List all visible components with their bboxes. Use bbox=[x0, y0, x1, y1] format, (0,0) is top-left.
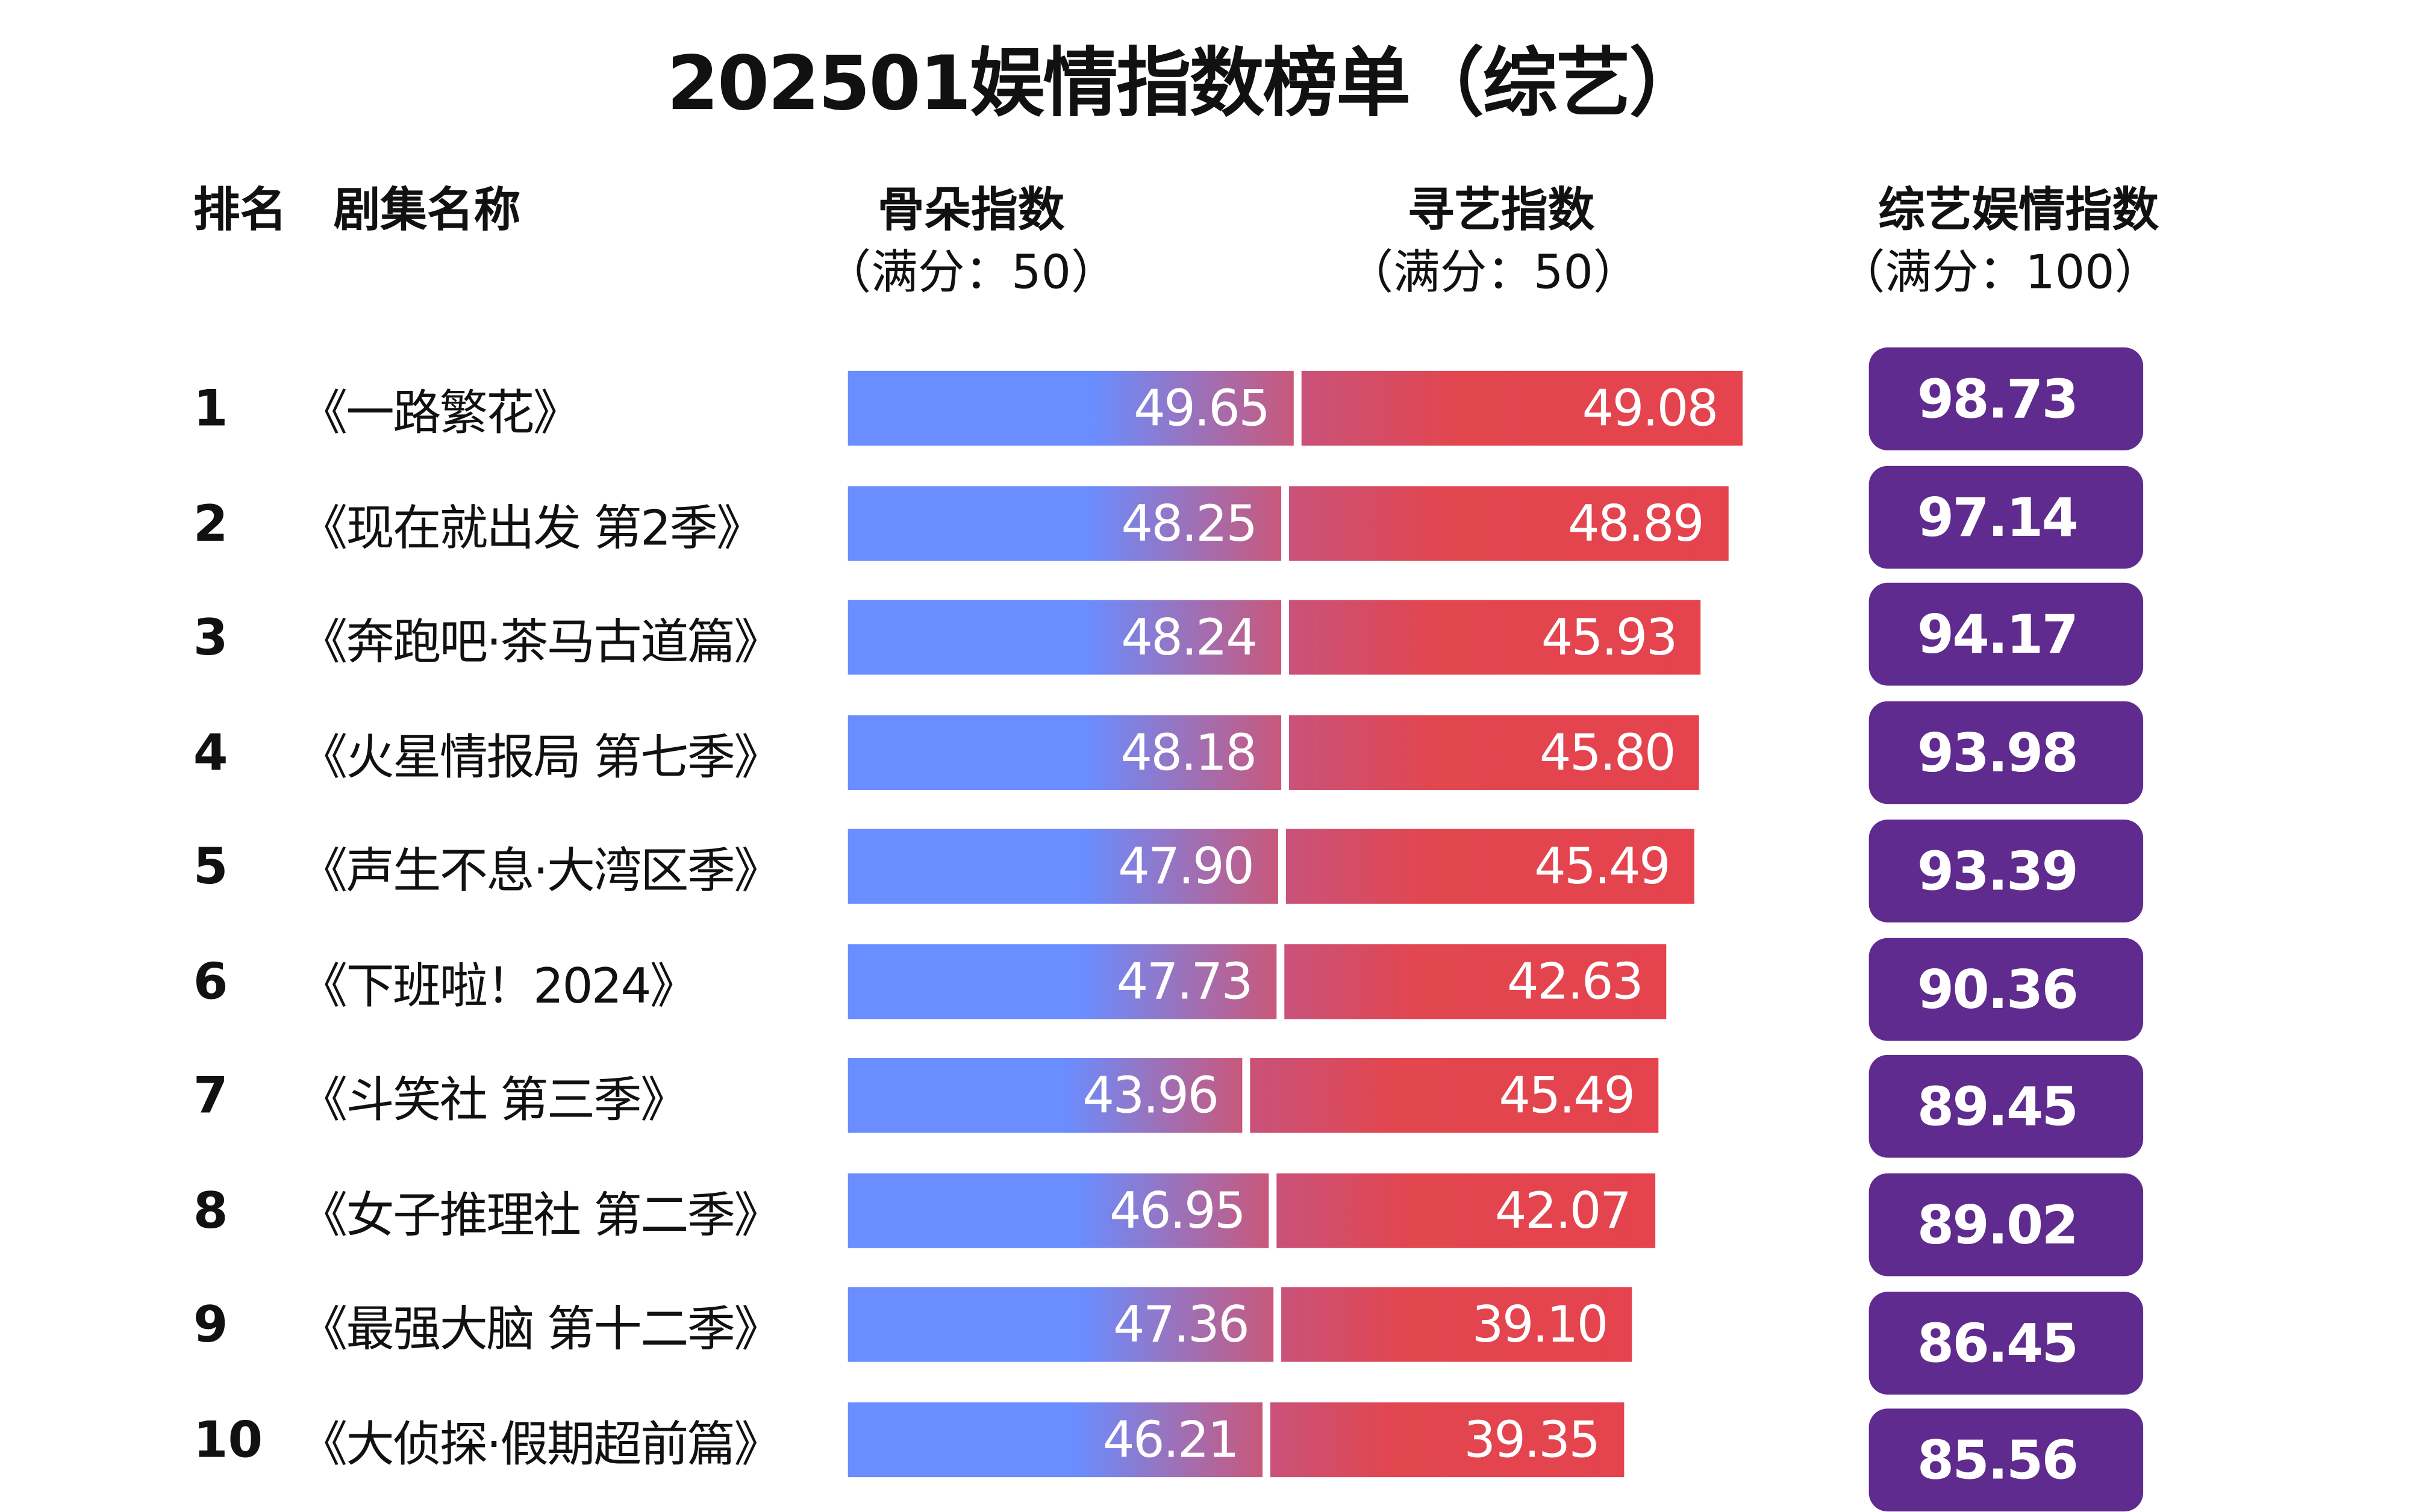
xunyi-value: 45.93 bbox=[1541, 608, 1678, 667]
header-guduo-sub: （满分：50） bbox=[824, 246, 1118, 301]
rank-label: 6 bbox=[193, 951, 228, 1011]
header-guduo: 骨朵指数 bbox=[877, 184, 1065, 238]
chart-title: 202501娱情指数榜单（综艺） bbox=[667, 40, 1704, 128]
guduo-value: 47.90 bbox=[1118, 836, 1255, 896]
show-name: 《一路繁花》 bbox=[299, 385, 581, 442]
xunyi-bar: 39.10 bbox=[1281, 1287, 1632, 1362]
guduo-bar: 43.96 bbox=[847, 1058, 1243, 1133]
xunyi-value: 48.89 bbox=[1567, 493, 1705, 553]
total-badge: 86.45 bbox=[1868, 1291, 2144, 1394]
xunyi-bar: 45.49 bbox=[1285, 829, 1694, 904]
xunyi-bar: 42.63 bbox=[1284, 943, 1667, 1019]
xunyi-value: 42.63 bbox=[1506, 951, 1644, 1011]
xunyi-value: 39.10 bbox=[1472, 1295, 1609, 1354]
show-name: 《现在就出发 第2季》 bbox=[299, 500, 765, 556]
show-name: 《女子推理社 第二季》 bbox=[299, 1187, 782, 1243]
xunyi-bar: 45.80 bbox=[1288, 714, 1700, 789]
xunyi-value: 45.80 bbox=[1539, 722, 1676, 782]
guduo-bar: 46.21 bbox=[847, 1401, 1263, 1476]
total-value: 86.45 bbox=[1917, 1313, 2079, 1375]
rank-label: 8 bbox=[193, 1180, 228, 1240]
xunyi-bar: 45.93 bbox=[1288, 600, 1702, 675]
xunyi-value: 45.49 bbox=[1534, 836, 1671, 896]
total-value: 94.17 bbox=[1917, 605, 2079, 668]
total-value: 93.39 bbox=[1917, 841, 2079, 904]
total-badge: 93.39 bbox=[1868, 819, 2144, 922]
total-badge: 89.02 bbox=[1868, 1173, 2144, 1277]
xunyi-bar: 42.07 bbox=[1277, 1172, 1655, 1248]
show-name: 《大侦探·假期超前篇》 bbox=[299, 1416, 782, 1473]
total-badge: 90.36 bbox=[1868, 937, 2144, 1041]
guduo-value: 48.18 bbox=[1120, 722, 1257, 782]
guduo-bar: 48.18 bbox=[847, 714, 1281, 789]
total-badge: 97.14 bbox=[1868, 465, 2144, 568]
total-badge: 94.17 bbox=[1868, 583, 2144, 686]
guduo-bar: 47.36 bbox=[847, 1287, 1273, 1362]
total-badge: 98.73 bbox=[1868, 347, 2144, 450]
guduo-value: 47.73 bbox=[1116, 951, 1253, 1011]
total-value: 85.56 bbox=[1917, 1431, 2079, 1493]
guduo-value: 48.25 bbox=[1121, 493, 1258, 553]
show-name: 《火星情报局 第七季》 bbox=[299, 729, 782, 786]
xunyi-value: 42.07 bbox=[1494, 1180, 1632, 1240]
show-name: 《奔跑吧·茶马古道篇》 bbox=[299, 614, 782, 671]
guduo-bar: 48.25 bbox=[847, 485, 1281, 561]
xunyi-bar: 45.49 bbox=[1250, 1058, 1659, 1133]
total-badge: 89.45 bbox=[1868, 1055, 2144, 1159]
total-badge: 85.56 bbox=[1868, 1409, 2144, 1512]
rank-label: 4 bbox=[193, 722, 228, 782]
guduo-bar: 47.90 bbox=[847, 829, 1278, 904]
xunyi-value: 45.49 bbox=[1499, 1065, 1635, 1125]
guduo-bar: 47.73 bbox=[847, 943, 1277, 1019]
show-name: 《下班啦！2024》 bbox=[299, 958, 698, 1015]
total-value: 97.14 bbox=[1917, 487, 2079, 550]
header-xunyi: 寻艺指数 bbox=[1407, 184, 1595, 238]
guduo-value: 48.24 bbox=[1121, 608, 1258, 667]
guduo-value: 46.95 bbox=[1109, 1180, 1246, 1240]
xunyi-value: 39.35 bbox=[1464, 1409, 1600, 1469]
guduo-bar: 48.24 bbox=[847, 600, 1281, 675]
guduo-value: 46.21 bbox=[1102, 1409, 1240, 1469]
xunyi-bar: 49.08 bbox=[1301, 370, 1743, 446]
xunyi-value: 49.08 bbox=[1582, 378, 1719, 438]
show-name: 《斗笑社 第三季》 bbox=[299, 1072, 689, 1129]
header-rank: 排名 bbox=[193, 184, 287, 238]
xunyi-bar: 48.89 bbox=[1288, 485, 1728, 561]
guduo-bar: 46.95 bbox=[847, 1172, 1270, 1248]
total-value: 93.98 bbox=[1917, 723, 2079, 786]
guduo-value: 47.36 bbox=[1113, 1295, 1250, 1354]
show-name: 《最强大脑 第十二季》 bbox=[299, 1302, 782, 1358]
rank-label: 9 bbox=[193, 1295, 228, 1354]
total-value: 89.02 bbox=[1917, 1195, 2079, 1257]
rank-label: 7 bbox=[193, 1065, 228, 1125]
total-value: 90.36 bbox=[1917, 959, 2079, 1022]
rank-label: 3 bbox=[193, 608, 228, 667]
guduo-value: 49.65 bbox=[1134, 378, 1270, 438]
rank-label: 1 bbox=[193, 378, 228, 438]
total-value: 89.45 bbox=[1917, 1077, 2079, 1140]
header-name: 剧集名称 bbox=[333, 184, 521, 238]
guduo-bar: 49.65 bbox=[847, 370, 1294, 446]
rank-label: 5 bbox=[193, 836, 228, 896]
header-total: 综艺娱情指数 bbox=[1878, 184, 2159, 238]
show-name: 《声生不息·大湾区季》 bbox=[299, 844, 782, 900]
guduo-value: 43.96 bbox=[1082, 1065, 1219, 1125]
header-xunyi-sub: （满分：50） bbox=[1346, 246, 1640, 301]
header-total-sub: （满分：100） bbox=[1838, 246, 2162, 301]
xunyi-bar: 39.35 bbox=[1270, 1401, 1624, 1476]
rank-label: 10 bbox=[193, 1409, 263, 1469]
total-value: 98.73 bbox=[1917, 369, 2079, 432]
rank-label: 2 bbox=[193, 493, 228, 553]
total-badge: 93.98 bbox=[1868, 701, 2144, 804]
